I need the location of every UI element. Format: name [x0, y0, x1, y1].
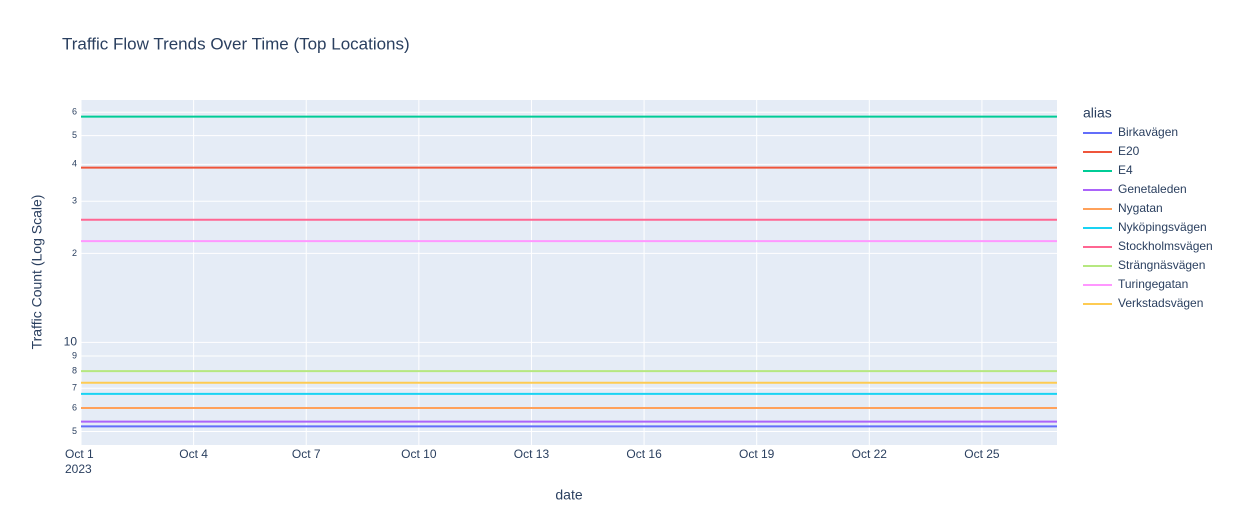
y-tick-label: 4 [72, 159, 77, 169]
y-tick-label: 9 [72, 350, 77, 360]
legend-label: Nyköpingsvägen [1118, 220, 1207, 234]
legend-label: E20 [1118, 144, 1140, 158]
y-tick-label: 6 [72, 107, 77, 117]
legend-label: Verkstadsvägen [1118, 296, 1203, 310]
x-tick-label: Oct 25 [964, 447, 1000, 461]
y-axis-title: Traffic Count (Log Scale) [29, 195, 45, 350]
x-tick-label: Oct 13 [514, 447, 550, 461]
x-tick-label: Oct 19 [739, 447, 775, 461]
legend-label: Turingegatan [1118, 277, 1188, 291]
y-tick-label: 10 [64, 335, 78, 349]
x-tick-label: Oct 7 [292, 447, 321, 461]
y-tick-label: 5 [72, 426, 77, 436]
x-tick-label: Oct 4 [179, 447, 208, 461]
legend-label: Stockholmsvägen [1118, 239, 1213, 253]
legend-label: Birkavägen [1118, 125, 1178, 139]
legend-title: alias [1083, 105, 1112, 121]
y-tick-label: 8 [72, 365, 77, 375]
legend-label: Genetaleden [1118, 182, 1187, 196]
legend-label: E4 [1118, 163, 1133, 177]
y-tick-label: 3 [72, 196, 77, 206]
plot-area [81, 100, 1057, 445]
y-tick-label: 6 [72, 402, 77, 412]
x-tick-label: Oct 1 2023 [65, 447, 94, 476]
chart-title: Traffic Flow Trends Over Time (Top Locat… [62, 34, 410, 53]
legend-label: Nygatan [1118, 201, 1163, 215]
x-axis-title: date [555, 487, 582, 503]
legend-label: Strängnäsvägen [1118, 258, 1205, 272]
x-tick-label: Oct 22 [852, 447, 888, 461]
y-tick-label: 2 [72, 248, 77, 258]
y-tick-label: 7 [72, 383, 77, 393]
x-tick-label: Oct 10 [401, 447, 437, 461]
x-tick-label: Oct 16 [626, 447, 662, 461]
y-tick-label: 5 [72, 130, 77, 140]
